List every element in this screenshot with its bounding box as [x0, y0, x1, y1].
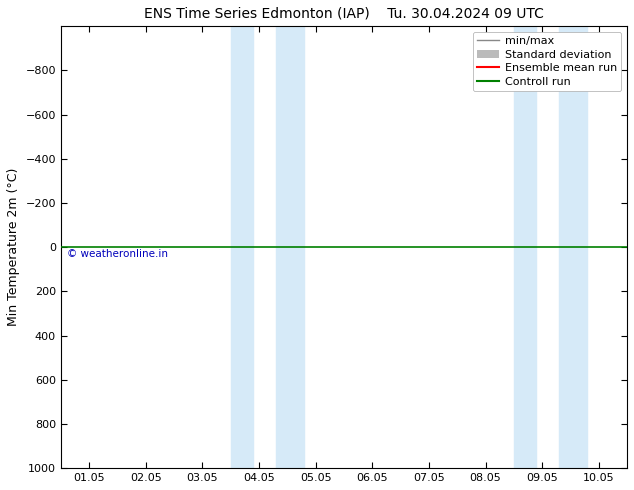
Bar — [276, 26, 304, 468]
Text: © weatheronline.in: © weatheronline.in — [67, 249, 167, 259]
Bar — [514, 26, 536, 468]
Bar — [231, 26, 254, 468]
Y-axis label: Min Temperature 2m (°C): Min Temperature 2m (°C) — [7, 168, 20, 326]
Title: ENS Time Series Edmonton (IAP)    Tu. 30.04.2024 09 UTC: ENS Time Series Edmonton (IAP) Tu. 30.04… — [144, 7, 544, 21]
Legend: min/max, Standard deviation, Ensemble mean run, Controll run: min/max, Standard deviation, Ensemble me… — [472, 32, 621, 91]
Bar — [559, 26, 588, 468]
